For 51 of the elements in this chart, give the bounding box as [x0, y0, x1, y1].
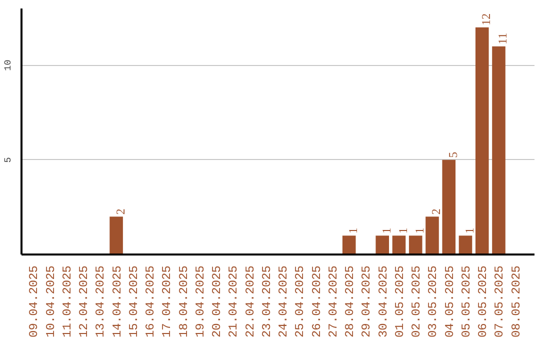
bar: [442, 160, 456, 254]
x-tick-label: 12.04.2025: [77, 265, 92, 338]
x-tick-label: 07.05.2025: [492, 265, 507, 338]
bar: [110, 216, 123, 254]
y-tick-label: 10: [2, 59, 14, 71]
x-tick-label: 05.05.2025: [459, 265, 474, 338]
data-label: 1: [346, 228, 360, 234]
x-tick-label: 20.04.2025: [210, 265, 224, 338]
data-label: 5: [446, 152, 460, 158]
x-tick-label: 23.04.2025: [260, 265, 274, 338]
x-tick-label: 01.05.2025: [392, 265, 407, 338]
x-tick-label: 26.04.2025: [310, 265, 324, 338]
x-tick-label: 27.04.2025: [326, 265, 340, 338]
x-tick-label: 29.04.2025: [360, 265, 374, 338]
x-tick-label: 30.04.2025: [376, 265, 390, 338]
x-tick-label: 28.04.2025: [343, 265, 358, 338]
bar: [426, 216, 439, 254]
data-label: 1: [379, 228, 394, 234]
x-tick-label: 09.04.2025: [27, 265, 42, 338]
data-label: 11: [496, 32, 510, 44]
x-tick-label: 08.05.2025: [509, 265, 524, 338]
data-label: 1: [462, 228, 476, 234]
x-tick-label: 24.04.2025: [276, 265, 291, 338]
x-tick-label: 16.04.2025: [144, 265, 158, 338]
data-label: 12: [479, 13, 494, 26]
x-tick-label: 15.04.2025: [126, 265, 141, 338]
bar: [376, 236, 389, 254]
bar: [342, 236, 356, 254]
x-tick-label: 18.04.2025: [176, 265, 191, 338]
x-tick-label: 11.04.2025: [60, 265, 74, 338]
bar: [492, 46, 506, 254]
x-tick-label: 19.04.2025: [193, 265, 208, 338]
x-tick-label: 10.04.2025: [44, 265, 58, 338]
data-label: 1: [396, 228, 410, 234]
data-label: 1: [412, 228, 427, 234]
data-label: 2: [113, 208, 128, 215]
x-tick-label: 25.04.2025: [293, 265, 308, 338]
x-tick-label: 22.04.2025: [243, 265, 258, 338]
x-tick-label: 06.05.2025: [476, 265, 490, 338]
x-tick-label: 14.04.2025: [110, 265, 124, 338]
x-tick-label: 02.05.2025: [410, 265, 424, 338]
x-tick-label: 03.05.2025: [426, 265, 440, 338]
x-tick-label: 04.05.2025: [442, 265, 457, 338]
bar: [408, 236, 422, 254]
x-tick-label: 13.04.2025: [94, 265, 108, 338]
x-tick-label: 21.04.2025: [226, 265, 241, 338]
data-label: 2: [429, 208, 444, 215]
x-tick-label: 17.04.2025: [160, 265, 174, 338]
bar: [392, 236, 406, 254]
bar: [475, 27, 489, 254]
bar: [458, 236, 472, 254]
